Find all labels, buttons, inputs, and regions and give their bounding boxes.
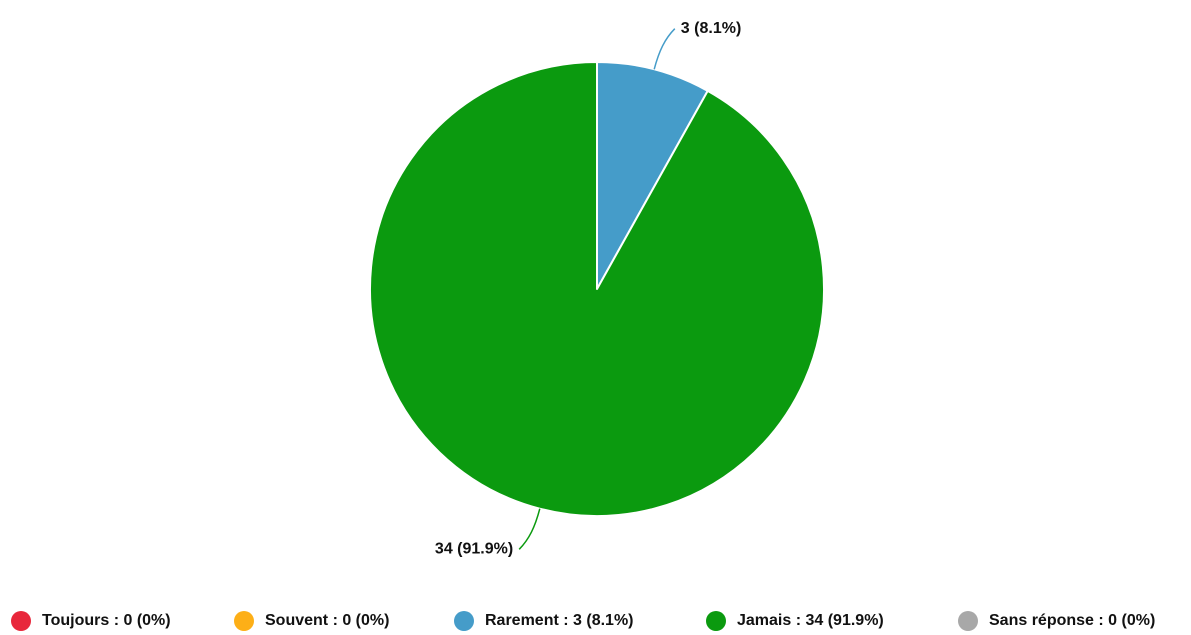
pie-slice-jamais xyxy=(369,61,825,517)
legend-swatch-souvent xyxy=(234,611,254,631)
legend: Toujours : 0 (0%) Souvent : 0 (0%) Raremen… xyxy=(11,611,1155,631)
data-labels: 3 (8.1%) 34 (91.9%) xyxy=(435,20,741,558)
legend-label-souvent: Souvent : 0 (0%) xyxy=(265,612,389,629)
leader-line-rarement xyxy=(653,28,676,70)
leader-line-jamais xyxy=(518,508,541,550)
legend-swatch-jamais xyxy=(706,611,726,631)
legend-item-jamais: Jamais : 34 (91.9%) xyxy=(706,611,884,631)
legend-label-rarement: Rarement : 3 (8.1%) xyxy=(485,612,634,629)
data-label-rarement: 3 (8.1%) xyxy=(681,20,741,37)
legend-label-sans-reponse: Sans réponse : 0 (0%) xyxy=(989,612,1155,629)
pie-slices xyxy=(369,61,825,517)
legend-swatch-toujours xyxy=(11,611,31,631)
pie-slice-rarement xyxy=(596,61,709,290)
legend-item-souvent: Souvent : 0 (0%) xyxy=(234,611,389,631)
legend-item-toujours: Toujours : 0 (0%) xyxy=(11,611,171,631)
legend-label-jamais: Jamais : 34 (91.9%) xyxy=(737,612,884,629)
data-label-jamais: 34 (91.9%) xyxy=(435,541,513,558)
legend-swatch-rarement xyxy=(454,611,474,631)
legend-item-rarement: Rarement : 3 (8.1%) xyxy=(454,611,634,631)
legend-swatch-sans-reponse xyxy=(958,611,978,631)
legend-label-toujours: Toujours : 0 (0%) xyxy=(42,612,171,629)
legend-item-sans-reponse: Sans réponse : 0 (0%) xyxy=(958,611,1155,631)
